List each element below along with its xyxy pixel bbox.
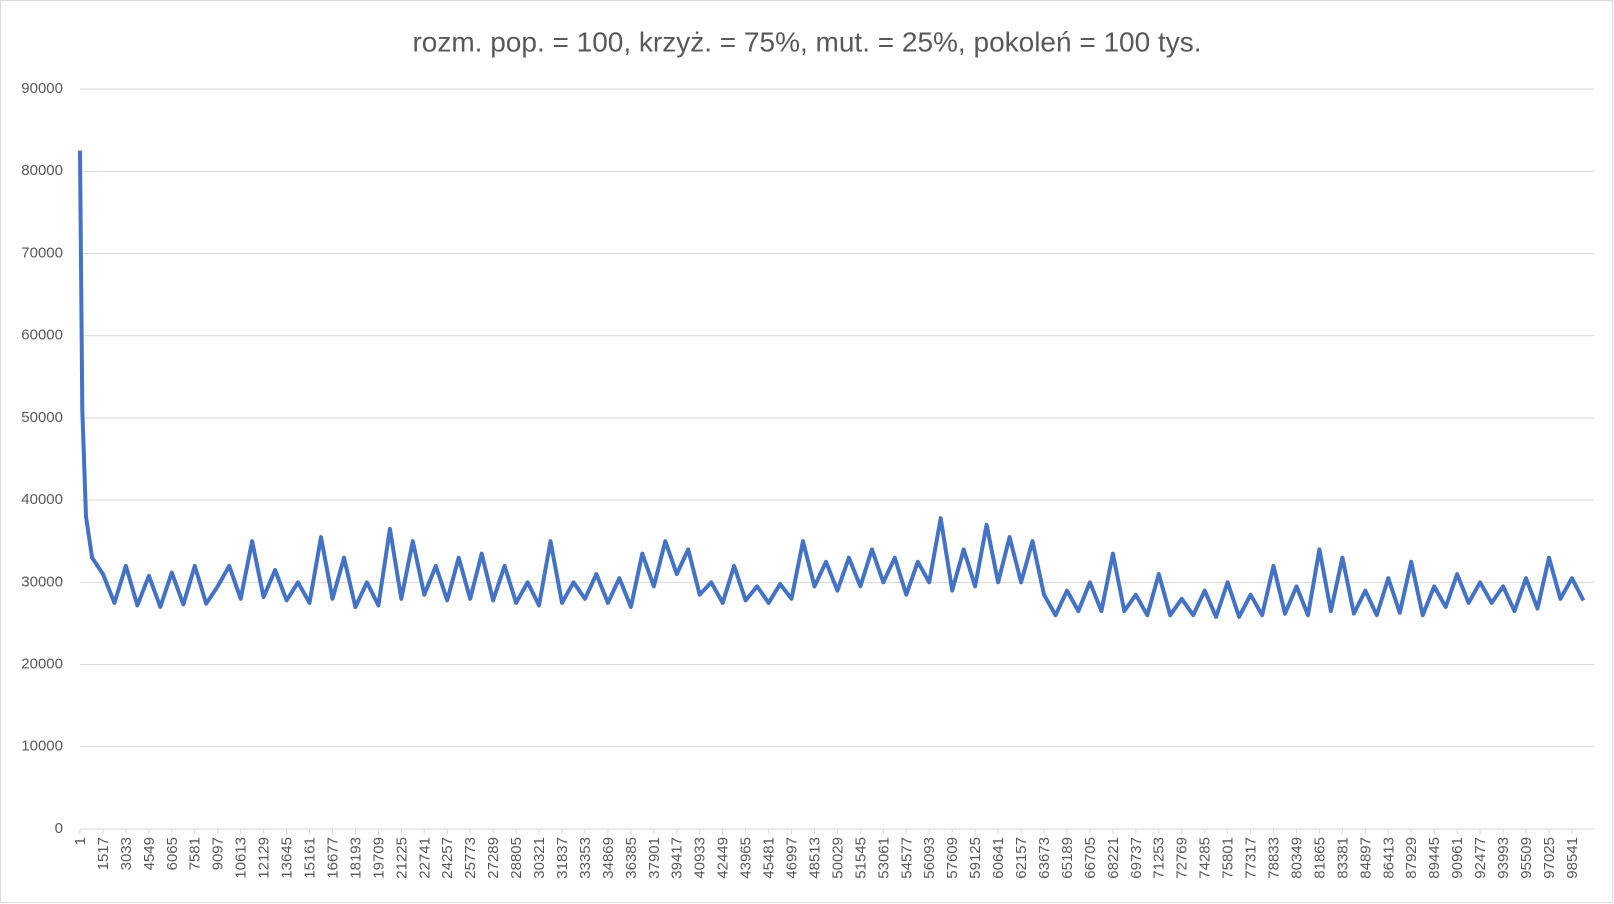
x-tick-label: 31837 [554, 837, 571, 879]
x-tick-label: 74285 [1197, 837, 1214, 879]
y-tick-label: 40000 [21, 491, 63, 508]
x-tick-label: 13645 [279, 837, 296, 879]
data-line [78, 150, 1586, 619]
x-tick-label: 54577 [898, 837, 915, 879]
x-tick-label: 68221 [1105, 837, 1122, 879]
x-tick-label: 7581 [187, 837, 204, 870]
x-tick-label: 78833 [1265, 837, 1282, 879]
x-tick-label: 12129 [256, 837, 273, 879]
x-tick-label: 34869 [600, 837, 617, 879]
x-tick-label: 84897 [1357, 837, 1374, 879]
y-tick-label: 0 [55, 820, 63, 837]
x-tick-label: 37901 [646, 837, 663, 879]
x-tick-label: 62157 [1013, 837, 1030, 879]
x-tick-label: 33353 [577, 837, 594, 879]
x-tick-label: 95509 [1518, 837, 1535, 879]
x-tick-label: 16677 [324, 837, 341, 879]
x-tick-label: 45481 [761, 837, 778, 879]
x-tick-label: 48513 [806, 837, 823, 879]
x-tick-label: 65189 [1059, 837, 1076, 879]
x-tick-label: 1 [72, 837, 89, 845]
x-tick-label: 71253 [1151, 837, 1168, 879]
x-tick-label: 90961 [1449, 837, 1466, 879]
x-tick-label: 1517 [95, 837, 112, 870]
x-tick-label: 92477 [1472, 837, 1489, 879]
x-tick-label: 25773 [462, 837, 479, 879]
x-tick-label: 40933 [692, 837, 709, 879]
x-tick-label: 60641 [990, 837, 1007, 879]
x-tick-label: 80349 [1288, 837, 1305, 879]
x-tick-label: 77317 [1243, 837, 1260, 879]
y-tick-label: 20000 [21, 656, 63, 673]
x-tick-label: 43965 [738, 837, 755, 879]
x-tick-label: 53061 [875, 837, 892, 879]
y-tick-label: 90000 [21, 80, 63, 97]
x-tick-label: 46997 [783, 837, 800, 879]
y-tick-label: 30000 [21, 573, 63, 590]
y-tick-label: 10000 [21, 738, 63, 755]
y-tick-label: 80000 [21, 162, 63, 179]
x-tick-label: 9097 [210, 837, 227, 870]
x-tick-label: 75801 [1220, 837, 1237, 879]
x-tick-label: 69737 [1128, 837, 1145, 879]
x-tick-label: 50029 [829, 837, 846, 879]
x-tick-label: 4549 [141, 837, 158, 870]
x-tick-label: 18193 [347, 837, 364, 879]
y-tick-label: 60000 [21, 327, 63, 344]
x-tick-label: 3033 [118, 837, 135, 870]
x-tick-label: 83381 [1334, 837, 1351, 879]
x-tick-label: 89445 [1426, 837, 1443, 879]
x-tick-label: 22741 [416, 837, 433, 879]
chart-title: rozm. pop. = 100, krzyż. = 75%, mut. = 2… [412, 26, 1201, 57]
x-tick-label: 39417 [669, 837, 686, 879]
x-tick-label: 28805 [508, 837, 525, 879]
x-tick-label: 81865 [1311, 837, 1328, 879]
x-tick-label: 42449 [715, 837, 732, 879]
x-tick-label: 19709 [370, 837, 387, 879]
x-tick-label: 93993 [1495, 837, 1512, 879]
x-tick-label: 24257 [439, 837, 456, 879]
x-tick-label: 97025 [1541, 837, 1558, 879]
x-tick-label: 87929 [1403, 837, 1420, 879]
x-tick-label: 59125 [967, 837, 984, 879]
x-tick-label: 15161 [301, 837, 318, 879]
x-tick-label: 72769 [1174, 837, 1191, 879]
x-tick-label: 57609 [944, 837, 961, 879]
x-tick-label: 86413 [1380, 837, 1397, 879]
x-tick-label: 66705 [1082, 837, 1099, 879]
x-tick-label: 10613 [233, 837, 250, 879]
x-tick-label: 36385 [623, 837, 640, 879]
y-tick-label: 50000 [21, 409, 63, 426]
x-tick-label: 56093 [921, 837, 938, 879]
x-tick-label: 63673 [1036, 837, 1053, 879]
y-tick-label: 70000 [21, 244, 63, 261]
x-tick-label: 98541 [1564, 837, 1581, 879]
x-tick-label: 27289 [485, 837, 502, 879]
x-tick-label: 30321 [531, 837, 548, 879]
x-tick-label: 21225 [393, 837, 410, 879]
x-tick-label: 51545 [852, 837, 869, 879]
x-tick-label: 6065 [164, 837, 181, 870]
